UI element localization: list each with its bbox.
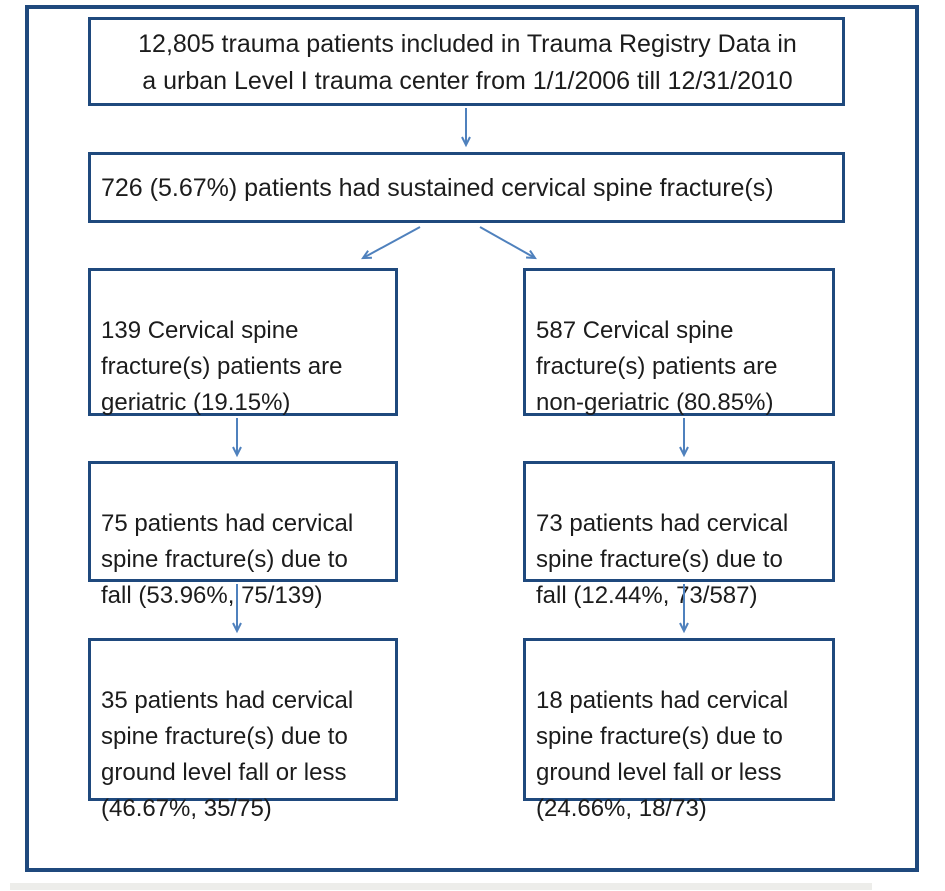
node-non-geriatric-ground-level-fall: 18 patients had cervical spine fracture(…	[523, 638, 835, 822]
node-non-geriatric-fall: 73 patients had cervical spine fracture(…	[523, 461, 835, 609]
bottom-shadow-bar	[10, 883, 872, 890]
node-total-trauma-patients: 12,805 trauma patients included in Traum…	[88, 17, 845, 106]
node-geriatric-fall-text: 75 patients had cervical spine fracture(…	[101, 510, 354, 609]
node-non-geriatric: 587 Cervical spine fracture(s) patients …	[523, 268, 835, 416]
node-geriatric-fall: 75 patients had cervical spine fracture(…	[88, 461, 398, 609]
node-geriatric-ground-level-fall: 35 patients had cervical spine fracture(…	[88, 638, 398, 822]
node-cervical-fracture-patients: 726 (5.67%) patients had sustained cervi…	[88, 152, 845, 223]
node-cervical-fracture-patients-text: 726 (5.67%) patients had sustained cervi…	[101, 174, 774, 202]
node-non-geriatric-fall-text: 73 patients had cervical spine fracture(…	[536, 510, 789, 609]
node-geriatric-ground-level-fall-text: 35 patients had cervical spine fracture(…	[101, 687, 354, 822]
node-non-geriatric-text: 587 Cervical spine fracture(s) patients …	[536, 317, 778, 416]
node-geriatric-text: 139 Cervical spine fracture(s) patients …	[101, 317, 343, 416]
node-non-geriatric-ground-level-fall-text: 18 patients had cervical spine fracture(…	[536, 687, 789, 822]
diagram-outer-frame	[25, 5, 919, 872]
node-geriatric: 139 Cervical spine fracture(s) patients …	[88, 268, 398, 416]
node-total-trauma-patients-text: 12,805 trauma patients included in Traum…	[138, 29, 797, 95]
